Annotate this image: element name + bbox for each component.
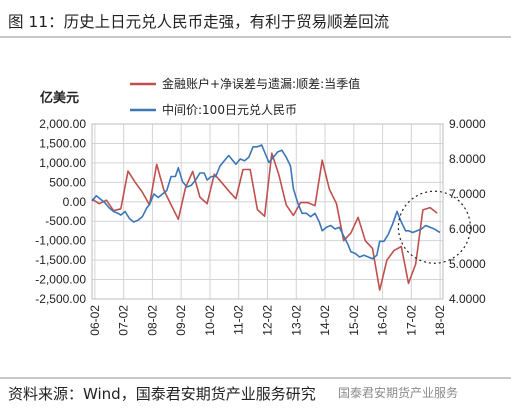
x-tick-label: 15-02 bbox=[347, 305, 361, 336]
y-right-tick-label: 6.0000 bbox=[449, 222, 486, 236]
x-tick-label: 08-02 bbox=[145, 305, 159, 336]
watermark-text: 国泰君安期货产业服务 bbox=[338, 386, 459, 400]
y-left-tick-label: -2,500.00 bbox=[35, 292, 86, 306]
source-note: 资料来源：Wind，国泰君安期货产业服务研究 bbox=[0, 380, 511, 408]
y-left-tick-label: 1,000.00 bbox=[39, 156, 86, 170]
figure-caption: 图 11：历史上日元兑人民币走强，有利于贸易顺差回流 bbox=[0, 6, 511, 36]
x-tick-label: 17-02 bbox=[404, 305, 418, 336]
y-right-tick-label: 8.0000 bbox=[449, 152, 486, 166]
bottom-divider bbox=[0, 377, 511, 379]
x-tick-label: 07-02 bbox=[117, 305, 131, 336]
y-left-tick-label: 2,000.00 bbox=[39, 117, 86, 131]
x-tick-label: 06-02 bbox=[88, 305, 102, 336]
x-tick-label: 14-02 bbox=[318, 305, 332, 336]
top-divider bbox=[0, 36, 511, 38]
figure-title: 图 11：历史上日元兑人民币走强，有利于贸易顺差回流 bbox=[8, 13, 390, 31]
y-left-unit-label: 亿美元 bbox=[40, 90, 79, 106]
y-left-tick-label: 500.00 bbox=[49, 175, 86, 189]
x-tick-label: 10-02 bbox=[203, 305, 217, 336]
x-tick-label: 16-02 bbox=[376, 305, 390, 336]
x-tick-label: 13-02 bbox=[289, 305, 303, 336]
y-left-tick-label: -500.00 bbox=[45, 214, 86, 228]
y-left-tick-label: -1,500.00 bbox=[35, 253, 86, 267]
legend-label: 中间价:100日元兑人民币 bbox=[162, 102, 297, 117]
chart-area: 2,000.00 1,500.00 1,000.00 500.00 0.00 -500.0… bbox=[35, 76, 486, 336]
y-left-tick-label: 1,500.00 bbox=[39, 136, 86, 150]
y-right-tick-label: 4.0000 bbox=[449, 292, 486, 306]
y-left-tick-label: -2,000.00 bbox=[35, 273, 86, 287]
y-left-tick-label: -1,000.00 bbox=[35, 234, 86, 248]
x-tick-label: 11-02 bbox=[232, 305, 246, 335]
source-text: 资料来源：Wind，国泰君安期货产业服务研究 bbox=[8, 385, 316, 403]
x-tick-label: 09-02 bbox=[174, 305, 188, 336]
legend-label: 金融账户+净误差与遗漏:顺差:当季值 bbox=[162, 76, 360, 91]
y-right-tick-label: 9.0000 bbox=[449, 117, 486, 131]
y-right-tick-label: 7.0000 bbox=[449, 187, 486, 201]
x-tick-label: 12-02 bbox=[261, 305, 275, 336]
y-left-tick-label: 0.00 bbox=[63, 195, 87, 209]
y-right-tick-label: 5.0000 bbox=[449, 257, 486, 271]
plot-frame bbox=[91, 123, 444, 300]
annotation-circle bbox=[397, 190, 471, 264]
series-line-jpy-cny-rate bbox=[91, 144, 441, 260]
x-tick-label: 18-02 bbox=[433, 305, 447, 336]
